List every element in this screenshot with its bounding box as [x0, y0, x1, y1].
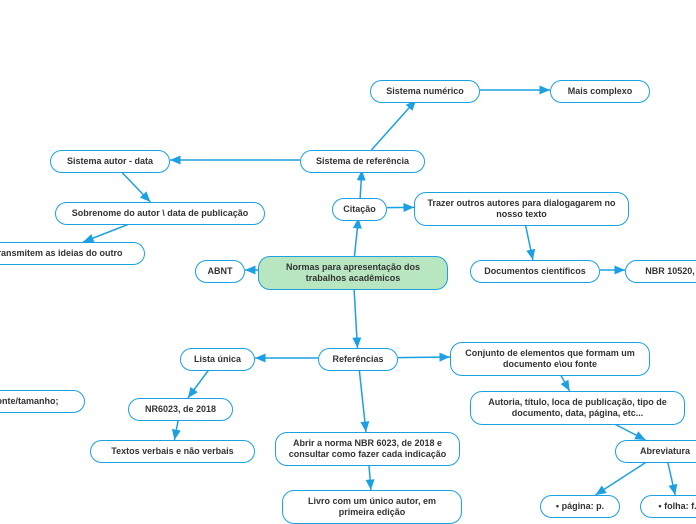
- node-root: Normas para apresentação dos trabalhos a…: [258, 256, 448, 290]
- edge-sisref-sisnum: [371, 100, 416, 150]
- edge-citacao-sisref: [360, 170, 362, 198]
- edge-root-refs: [354, 284, 358, 348]
- node-docs: Documentos científicos: [470, 260, 600, 283]
- node-abrev: Abreviatura: [615, 440, 696, 463]
- edge-refs-abrir: [359, 368, 366, 432]
- node-pagina: • página: p.: [540, 495, 620, 518]
- edge-trazer-docs: [524, 220, 532, 260]
- node-livro: Livro com um único autor, em primeira ed…: [282, 490, 462, 524]
- node-lista: Lista única: [180, 348, 255, 371]
- node-conjunto: Conjunto de elementos que formam um docu…: [450, 342, 650, 376]
- edge-root-citacao: [354, 218, 358, 256]
- edge-abrev-pagina: [595, 460, 649, 495]
- edge-abrev-folha: [667, 460, 675, 495]
- node-sisautor: Sistema autor - data: [50, 150, 170, 173]
- node-sisref: Sistema de referência: [300, 150, 425, 173]
- edge-sobrenome-transmitem: [83, 222, 134, 242]
- node-transmitem: Transmitem as ideias do outro: [0, 242, 145, 265]
- node-folha: • folha: f.: [640, 495, 696, 518]
- node-autoria: Autoria, título, loca de publicação, tip…: [470, 391, 685, 425]
- edge-sisautor-sobrenome: [120, 170, 151, 202]
- node-nbr10520: NBR 10520, DE 2002,: [625, 260, 696, 283]
- node-citacao: Citação: [332, 198, 387, 221]
- edge-nr6023-textosverb: [174, 418, 178, 440]
- node-textosverb: Textos verbais e não verbais: [90, 440, 255, 463]
- node-refs: Referências: [318, 348, 398, 371]
- edge-refs-conjunto: [398, 357, 450, 358]
- node-maiscomp: Mais complexo: [550, 80, 650, 103]
- node-abnt: ABNT: [195, 260, 245, 283]
- node-abrir: Abrir a norma NBR 6023, de 2018 e consul…: [275, 432, 460, 466]
- node-fontetam: onte/tamanho;: [0, 390, 85, 413]
- node-trazer: Trazer outros autores para dialogagarem …: [414, 192, 629, 226]
- node-sobrenome: Sobrenome do autor \ data de publicação: [55, 202, 265, 225]
- node-nr6023: NR6023, de 2018: [128, 398, 233, 421]
- node-sisnum: Sistema numérico: [370, 80, 480, 103]
- edge-lista-nr6023: [188, 368, 210, 398]
